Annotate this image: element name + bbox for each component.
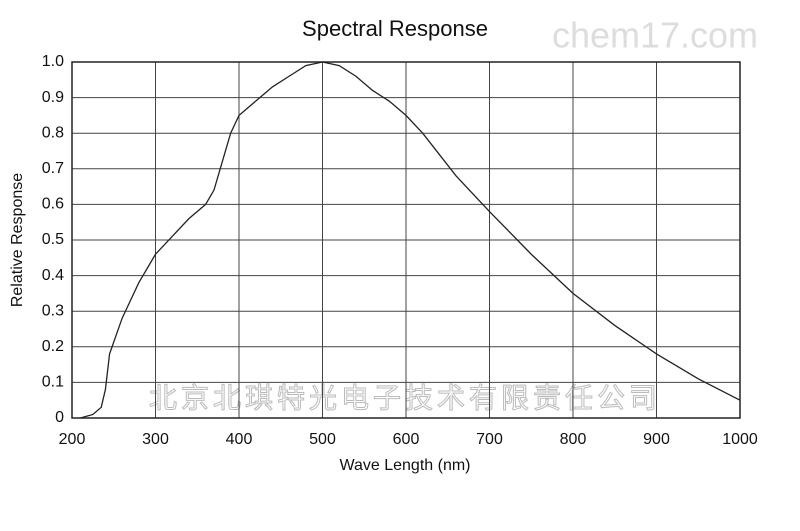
y-tick-label: 0.3 [42,302,64,319]
watermark: chem17.com [552,15,758,56]
x-tick-label: 300 [142,431,169,448]
x-tick-label: 500 [309,431,336,448]
watermark: 北京北琪特光电子技术有限责任公司 [149,382,661,413]
line [80,61,741,419]
x-axis-label: Wave Length (nm) [339,457,470,474]
y-tick-label: 0.6 [42,196,64,213]
chart-title: Spectral Response [302,16,488,41]
y-tick-label: 0 [55,409,64,426]
x-tick-label: 600 [393,431,420,448]
x-tick-label: 900 [643,431,670,448]
y-axis-label: Relative Response [9,173,26,307]
y-tick-label: 0.9 [42,89,64,106]
x-tick-label: 700 [476,431,503,448]
y-tick-label: 0.7 [42,160,64,177]
x-tick-label: 400 [226,431,253,448]
y-tick-label: 0.8 [42,124,64,141]
y-tick-label: 0.1 [42,374,64,391]
plot-frame [71,61,741,419]
x-tick-label: 1000 [722,431,758,448]
x-tick-label: 800 [560,431,587,448]
x-tick-label: 200 [59,431,86,448]
y-tick-label: 1.0 [42,53,64,70]
y-tick-label: 0.2 [42,338,64,355]
y-tick-label: 0.4 [42,267,64,284]
y-tick-label: 0.5 [42,231,64,248]
